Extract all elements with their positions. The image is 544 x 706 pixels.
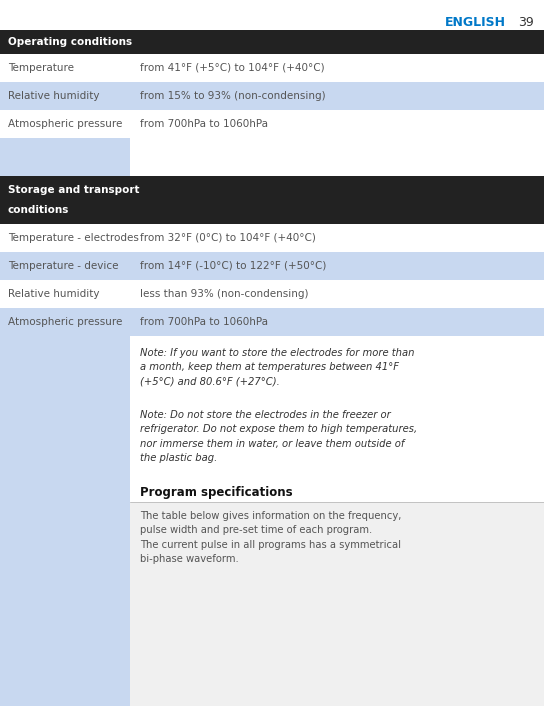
Text: Relative humidity: Relative humidity	[8, 289, 100, 299]
Text: ENGLISH: ENGLISH	[445, 16, 506, 28]
Bar	[0, 176, 544, 224]
Bar	[0, 252, 544, 280]
Text: conditions: conditions	[8, 205, 70, 215]
Bar	[0, 30, 544, 54]
Bar	[0, 138, 130, 176]
Bar	[0, 82, 544, 110]
Text: from 14°F (-10°C) to 122°F (+50°C): from 14°F (-10°C) to 122°F (+50°C)	[140, 261, 326, 271]
Text: from 15% to 93% (non-condensing): from 15% to 93% (non-condensing)	[140, 91, 326, 101]
Text: Temperature - device: Temperature - device	[8, 261, 119, 271]
Text: Temperature: Temperature	[8, 63, 74, 73]
Bar	[0, 308, 544, 336]
Text: The table below gives information on the frequency,
pulse width and pre-set time: The table below gives information on the…	[140, 511, 401, 564]
Text: 39: 39	[518, 16, 534, 28]
Text: from 700hPa to 1060hPa: from 700hPa to 1060hPa	[140, 119, 268, 129]
Text: Relative humidity: Relative humidity	[8, 91, 100, 101]
Text: Temperature - electrodes: Temperature - electrodes	[8, 233, 139, 243]
Text: from 32°F (0°C) to 104°F (+40°C): from 32°F (0°C) to 104°F (+40°C)	[140, 233, 316, 243]
Text: Atmospheric pressure: Atmospheric pressure	[8, 119, 122, 129]
Text: Note: Do not store the electrodes in the freezer or
refrigerator. Do not expose : Note: Do not store the electrodes in the…	[140, 410, 417, 463]
Text: Operating conditions: Operating conditions	[8, 37, 132, 47]
Text: from 700hPa to 1060hPa: from 700hPa to 1060hPa	[140, 317, 268, 327]
Text: Atmospheric pressure: Atmospheric pressure	[8, 317, 122, 327]
Text: Note: If you want to store the electrodes for more than
a month, keep them at te: Note: If you want to store the electrode…	[140, 348, 415, 387]
Text: from 41°F (+5°C) to 104°F (+40°C): from 41°F (+5°C) to 104°F (+40°C)	[140, 63, 325, 73]
Bar	[0, 336, 130, 706]
Bar	[130, 503, 544, 706]
Text: Storage and transport: Storage and transport	[8, 185, 139, 195]
Text: less than 93% (non-condensing): less than 93% (non-condensing)	[140, 289, 308, 299]
Text: Program specifications: Program specifications	[140, 486, 293, 499]
